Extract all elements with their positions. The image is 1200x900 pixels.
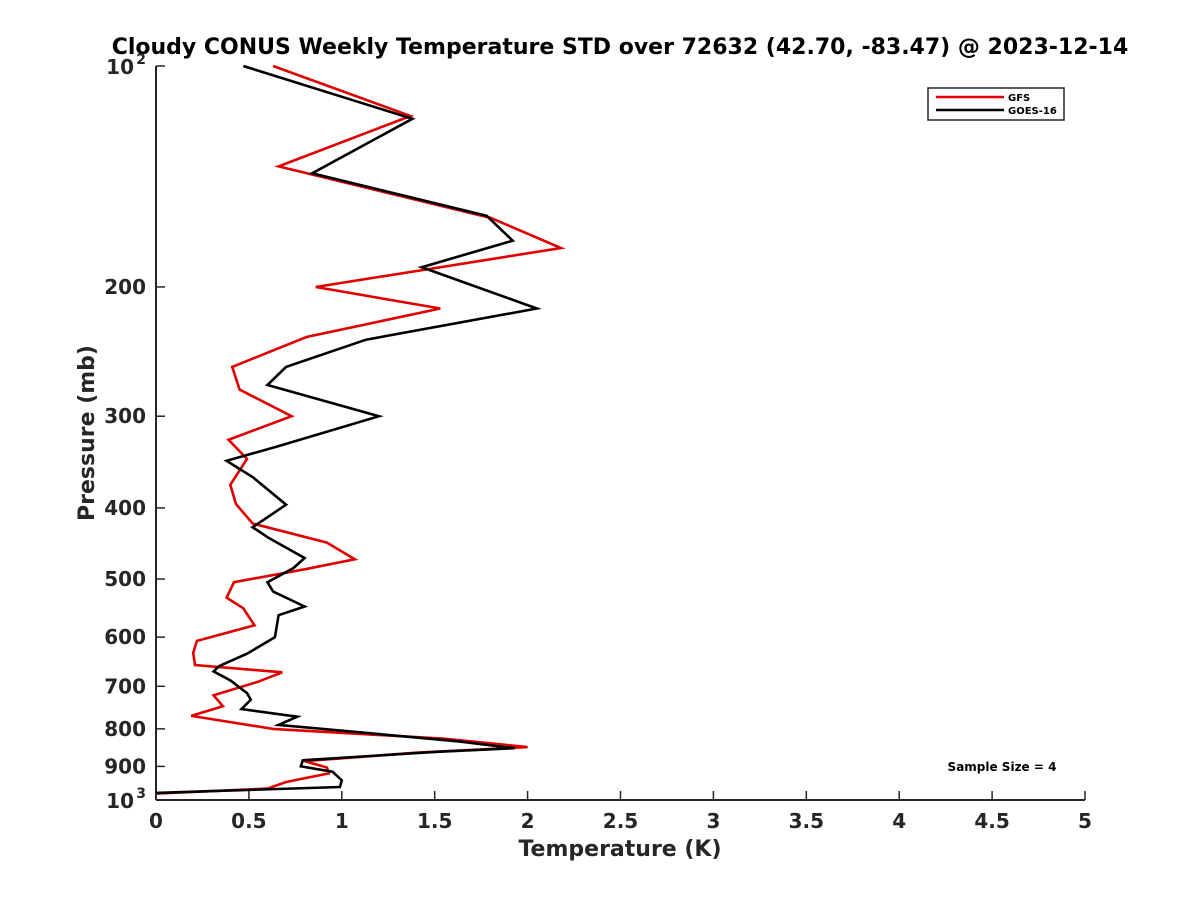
legend-label: GOES-16 — [1008, 106, 1057, 117]
x-tick-label: 0 — [149, 809, 163, 833]
y-tick-label: 10 — [106, 789, 134, 813]
y-tick-label: 400 — [104, 496, 146, 520]
x-tick-label: 2 — [521, 809, 535, 833]
y-tick-label: 600 — [104, 625, 146, 649]
y-tick-label: 200 — [104, 275, 146, 299]
y-tick-label: 10 — [106, 55, 134, 79]
y-tick-label: 700 — [104, 674, 146, 698]
x-tick-label: 4.5 — [974, 809, 1009, 833]
legend: GFS GOES-16 — [927, 87, 1065, 121]
y-tick-label: 300 — [104, 404, 146, 428]
x-tick-label: 3 — [706, 809, 720, 833]
y-tick-label: 800 — [104, 717, 146, 741]
y-tick-base: 10 — [106, 55, 134, 79]
x-tick-label: 2.5 — [603, 809, 638, 833]
x-tick-label: 1.5 — [417, 809, 452, 833]
x-axis-label: Temperature (K) — [518, 837, 721, 862]
x-tick-label: 1 — [335, 809, 349, 833]
y-axis-label: Pressure (mb) — [75, 345, 100, 521]
y-tick-exponent: 2 — [136, 52, 146, 68]
x-tick-label: 3.5 — [789, 809, 824, 833]
y-tick-base: 10 — [106, 789, 134, 813]
x-tick-label: 0.5 — [231, 809, 266, 833]
chart-title: Cloudy CONUS Weekly Temperature STD over… — [112, 35, 1129, 60]
y-tick-label: 900 — [104, 754, 146, 778]
y-tick-exponent: 3 — [136, 786, 146, 802]
legend-label: GFS — [1008, 93, 1030, 104]
legend-box — [927, 87, 1065, 121]
y-tick-label: 500 — [104, 567, 146, 591]
sample-size-annotation: Sample Size = 4 — [948, 760, 1057, 774]
x-axis: 0 0.5 1 1.5 2 2.5 3 3.5 4 4.5 5 — [149, 791, 1092, 833]
series-lines — [155, 64, 566, 795]
series-line-goes-16 — [155, 64, 542, 795]
x-tick-label: 4 — [892, 809, 906, 833]
x-tick-label: 5 — [1078, 809, 1092, 833]
